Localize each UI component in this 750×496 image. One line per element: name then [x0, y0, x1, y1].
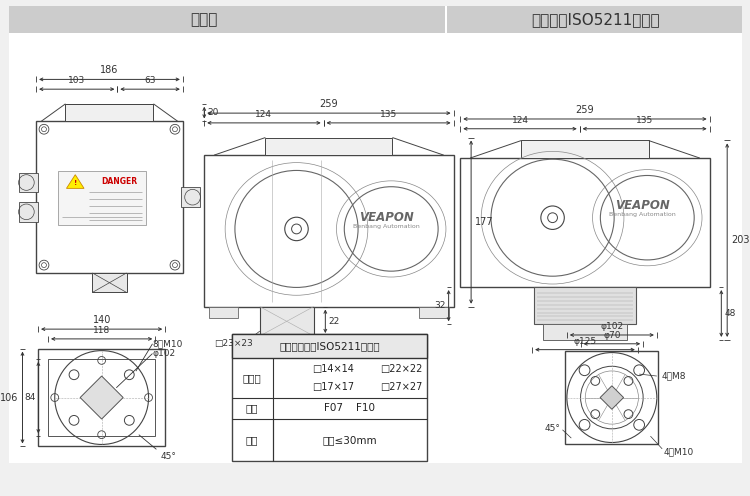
Text: 阀杆: 阀杆: [246, 435, 259, 445]
Text: 84: 84: [24, 393, 35, 402]
Text: φ125: φ125: [574, 337, 596, 346]
Text: φ70: φ70: [603, 331, 620, 340]
Text: 45°: 45°: [160, 452, 176, 461]
Text: φ102: φ102: [600, 322, 623, 331]
Text: 124: 124: [512, 116, 529, 125]
Text: Benbang Automation: Benbang Automation: [609, 212, 676, 217]
Text: □23×23: □23×23: [214, 339, 253, 348]
Text: 4－M8: 4－M8: [662, 372, 686, 380]
Text: 124: 124: [256, 110, 272, 119]
Bar: [38, 349, 165, 446]
Text: VEAPON: VEAPON: [359, 211, 414, 224]
Bar: [266, 137, 392, 155]
Text: 标准式: 标准式: [190, 12, 218, 27]
Text: 140: 140: [92, 315, 111, 325]
Bar: [544, 324, 626, 340]
Text: F07    F10: F07 F10: [325, 403, 376, 413]
Text: 48: 48: [724, 309, 736, 318]
Bar: [447, 5, 742, 33]
Bar: [58, 171, 146, 225]
Text: 45°: 45°: [544, 424, 560, 434]
Text: 32: 32: [434, 301, 445, 310]
Bar: [232, 334, 427, 461]
Text: 135: 135: [636, 116, 653, 125]
Bar: [48, 359, 155, 436]
Text: 法兰: 法兰: [246, 403, 259, 413]
Text: 22: 22: [328, 317, 340, 326]
Text: 186: 186: [100, 65, 118, 75]
Text: 203: 203: [731, 235, 749, 245]
Text: 118: 118: [93, 326, 110, 335]
Bar: [36, 122, 183, 273]
Bar: [232, 334, 427, 359]
Text: !: !: [74, 181, 77, 186]
Text: □17×17: □17×17: [312, 381, 354, 392]
Bar: [204, 155, 454, 307]
Text: □14×14: □14×14: [312, 365, 354, 374]
Polygon shape: [67, 175, 84, 188]
Text: 内方心: 内方心: [243, 373, 262, 383]
Polygon shape: [600, 386, 623, 409]
Text: φ102: φ102: [152, 349, 176, 358]
Bar: [19, 202, 38, 222]
Text: □22×22: □22×22: [380, 365, 422, 374]
Bar: [19, 173, 38, 192]
Bar: [460, 158, 710, 287]
Bar: [566, 351, 658, 444]
Text: □27×27: □27×27: [380, 381, 422, 392]
Bar: [534, 287, 636, 324]
Bar: [181, 187, 200, 207]
Text: 103: 103: [68, 76, 86, 85]
Text: 63: 63: [144, 76, 156, 85]
Text: 20: 20: [207, 108, 218, 117]
Text: 4－M10: 4－M10: [663, 447, 694, 456]
Text: 直装式参数（ISO5211标准）: 直装式参数（ISO5211标准）: [279, 341, 380, 351]
Text: 106: 106: [0, 392, 19, 403]
Text: 8－M10: 8－M10: [152, 339, 183, 348]
Bar: [9, 5, 445, 33]
Text: 259: 259: [320, 99, 338, 109]
Text: 直装式（ISO5211标准）: 直装式（ISO5211标准）: [531, 12, 659, 27]
Text: Benbang Automation: Benbang Automation: [353, 224, 420, 229]
Polygon shape: [80, 376, 123, 419]
Bar: [209, 307, 238, 318]
Bar: [419, 307, 448, 318]
Bar: [260, 307, 314, 336]
Bar: [65, 104, 154, 122]
Text: 177: 177: [475, 217, 494, 227]
Text: 高度≤30mm: 高度≤30mm: [322, 435, 377, 445]
Text: DANGER: DANGER: [102, 177, 138, 186]
Text: VEAPON: VEAPON: [615, 199, 670, 212]
Text: 259: 259: [576, 105, 594, 115]
Bar: [92, 273, 127, 293]
Text: 135: 135: [380, 110, 398, 119]
Bar: [521, 140, 649, 158]
